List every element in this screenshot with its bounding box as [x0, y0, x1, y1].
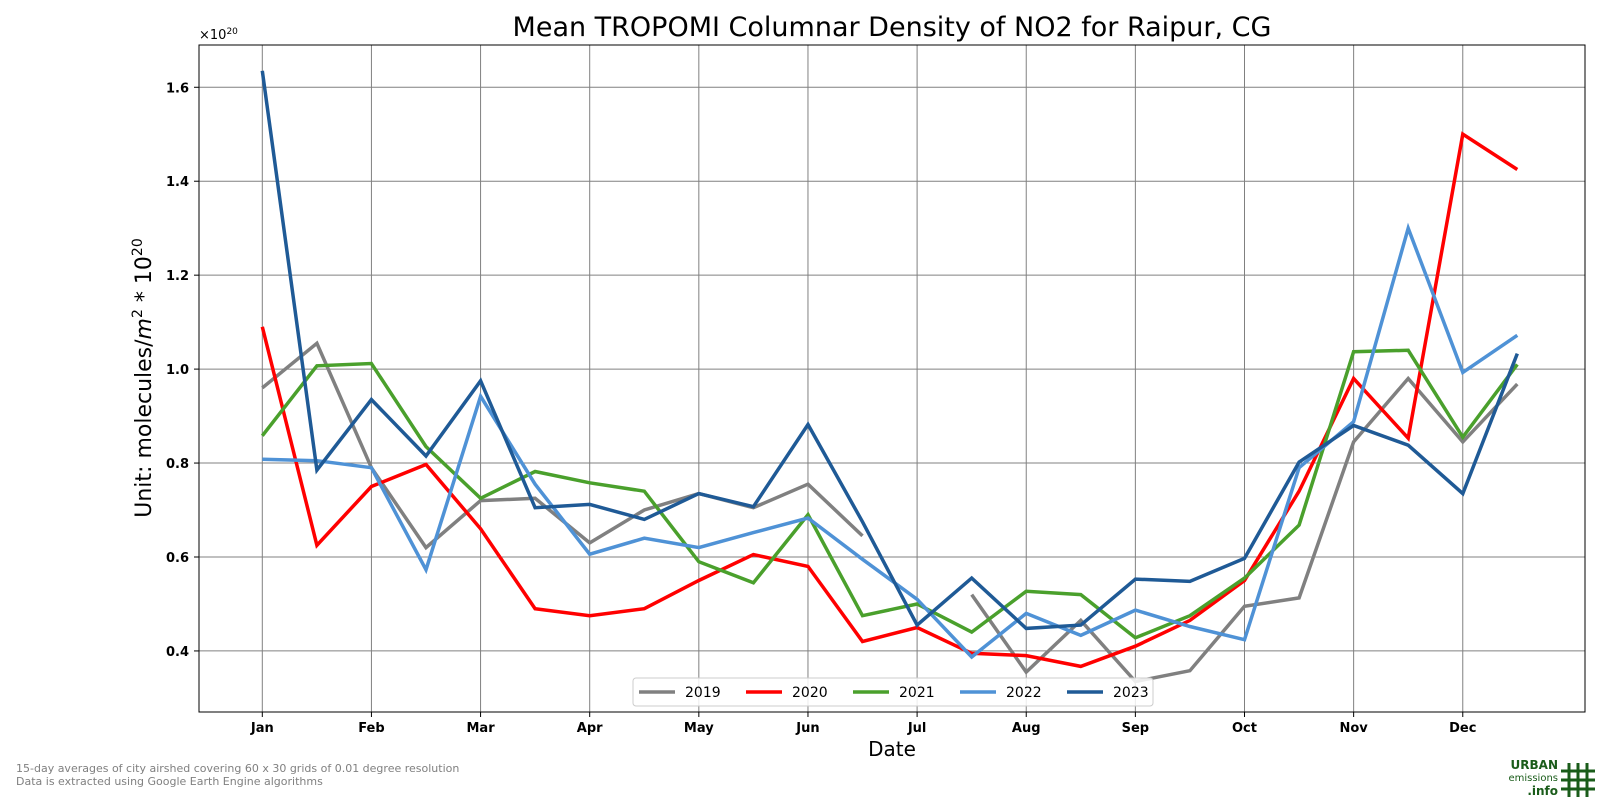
- legend-box: [632, 677, 1154, 707]
- series-line-2021: [260, 348, 1519, 640]
- footnote-line-1: 15-day averages of city airshed covering…: [16, 762, 460, 775]
- footnote-line-2: Data is extracted using Google Earth Eng…: [16, 775, 323, 788]
- legend: 2019 2020 2021 2022 2023: [632, 677, 1154, 707]
- logo-word-info: .info: [1527, 784, 1558, 798]
- series-line-2022: [262, 222, 1519, 660]
- y-axis-label-m: m: [132, 318, 157, 339]
- x-tick-label: Mar: [467, 721, 496, 736]
- plot-frame: [198, 44, 1586, 713]
- series-line-2023: [260, 70, 1519, 631]
- y-axis-label-sup1: 2: [130, 309, 146, 318]
- y-tick-label: 0.8: [166, 457, 189, 472]
- y-scale-base: ×10: [199, 28, 226, 43]
- y-tick-label: 1.0: [166, 363, 189, 378]
- y-tick-label: 1.4: [166, 175, 189, 190]
- x-ticks: Jan Feb Mar Apr May Jun Jul Aug Sep Oct Nov Dec: [250, 712, 1476, 736]
- series-lines: [260, 70, 1519, 684]
- x-tick-label: Sep: [1122, 721, 1150, 736]
- y-axis-label: Unit: molecules/m2 * 1020: [130, 238, 157, 517]
- logo-word-urban: URBAN: [1510, 758, 1558, 772]
- logo-word-emissions: emissions: [1508, 773, 1558, 784]
- grid: [199, 45, 1585, 712]
- legend-label-2022: 2022: [1006, 685, 1042, 701]
- x-tick-label: Nov: [1339, 721, 1368, 736]
- legend-label-2020: 2020: [792, 685, 828, 701]
- x-tick-label: Jan: [250, 721, 274, 736]
- x-tick-label: May: [684, 721, 714, 736]
- y-axis-label-prefix: Unit: molecules/: [132, 339, 157, 518]
- legend-label-2023: 2023: [1113, 685, 1149, 701]
- series-line-2019: [261, 340, 1519, 684]
- x-axis-label: Date: [868, 737, 916, 761]
- legend-label-2019: 2019: [685, 685, 721, 701]
- x-tick-label: Feb: [358, 721, 384, 736]
- y-ticks: 0.4 0.6 0.8 1.0 1.2 1.4 1.6: [166, 81, 199, 660]
- y-scale-factor: ×1020: [199, 27, 238, 43]
- x-tick-label: Jun: [795, 721, 819, 736]
- y-tick-label: 0.4: [166, 645, 189, 660]
- y-axis-label-sup2: 20: [130, 238, 146, 256]
- y-axis-label-mid: * 10: [132, 256, 157, 309]
- x-tick-label: Dec: [1449, 721, 1476, 736]
- x-tick-label: Jul: [907, 721, 927, 736]
- series-line-2020: [260, 131, 1519, 669]
- chart-title: Mean TROPOMI Columnar Density of NO2 for…: [513, 12, 1272, 43]
- y-tick-label: 1.6: [166, 81, 189, 96]
- y-scale-exponent: 20: [226, 27, 238, 37]
- logo-grid-icon: [1561, 763, 1595, 797]
- x-tick-label: Oct: [1232, 721, 1257, 736]
- y-tick-label: 1.2: [166, 269, 189, 284]
- y-tick-label: 0.6: [166, 551, 189, 566]
- legend-label-2021: 2021: [899, 685, 935, 701]
- x-tick-label: Aug: [1012, 721, 1041, 736]
- x-tick-label: Apr: [577, 721, 603, 736]
